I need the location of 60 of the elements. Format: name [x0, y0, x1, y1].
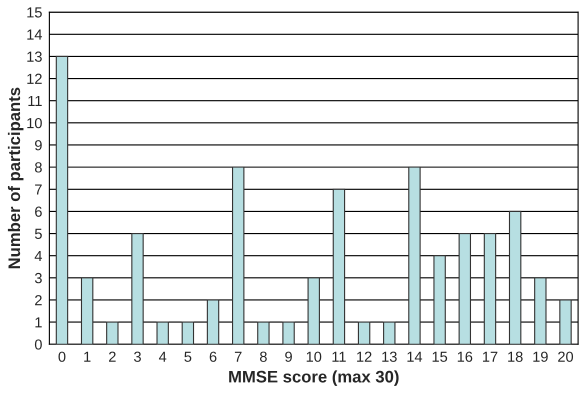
- bar: [559, 299, 572, 344]
- y-tick-label: 3: [34, 272, 42, 284]
- bar: [282, 322, 295, 344]
- y-tick-label: 8: [34, 162, 42, 173]
- x-tick-label: 11: [332, 352, 346, 362]
- x-tick-label: 3: [134, 352, 141, 362]
- bar: [106, 322, 119, 344]
- y-tick-label: 4: [34, 250, 42, 261]
- y-tick-label: 6: [35, 206, 42, 217]
- x-tick-label: 14: [407, 352, 422, 362]
- bar: [131, 232, 144, 344]
- bar: [156, 322, 169, 344]
- bar: [534, 277, 547, 344]
- y-tick-label: 15: [27, 7, 42, 18]
- y-tick-label: 13: [27, 52, 42, 62]
- x-tick-label: 6: [210, 352, 216, 362]
- bar: [408, 166, 421, 344]
- bar: [232, 166, 244, 344]
- bar: [383, 322, 396, 344]
- x-tick-label: 7: [234, 352, 242, 362]
- bar: [56, 56, 68, 344]
- bar: [182, 322, 194, 344]
- y-tick-label: 1: [35, 317, 42, 328]
- x-tick-label: 20: [558, 352, 574, 362]
- bar: [206, 299, 220, 344]
- y-tick-label: 10: [27, 118, 42, 128]
- x-tick-label: 1: [84, 352, 90, 362]
- bar: [257, 322, 270, 344]
- y-axis-title: Number of participants: [8, 88, 24, 268]
- x-tick-label: 0: [58, 352, 66, 362]
- x-axis-title: MMSE score (max 30): [229, 370, 399, 386]
- x-tick-label: 19: [533, 352, 548, 362]
- x-tick-label: 16: [458, 352, 472, 362]
- x-tick-label: 8: [260, 352, 267, 362]
- x-tick-label: 2: [109, 352, 116, 362]
- y-tick-label: 5: [34, 228, 42, 239]
- x-tick-label: 4: [158, 352, 166, 362]
- bar: [458, 232, 472, 344]
- bar: [332, 188, 346, 344]
- bar: [484, 232, 496, 344]
- bar: [358, 322, 370, 344]
- y-tick-label: 0: [34, 339, 42, 350]
- x-tick-label: 10: [306, 352, 322, 362]
- x-tick-label: 12: [357, 352, 372, 362]
- y-tick-label: 11: [28, 96, 42, 106]
- bar: [308, 277, 320, 344]
- y-tick-label: 12: [27, 74, 42, 84]
- y-tick-label: 9: [35, 140, 42, 150]
- x-tick-label: 9: [285, 352, 292, 362]
- x-tick-label: 18: [508, 352, 523, 362]
- x-tick-label: 5: [184, 352, 192, 362]
- bar: [433, 255, 446, 344]
- x-tick-label: 17: [482, 352, 498, 362]
- x-tick-label: 15: [432, 352, 448, 362]
- y-tick-label: 7: [35, 184, 42, 195]
- x-tick-label: 13: [382, 352, 397, 362]
- bar: [508, 210, 522, 344]
- y-tick-label: 2: [35, 295, 42, 306]
- bar: [80, 277, 94, 344]
- y-tick-label: 14: [27, 30, 42, 40]
